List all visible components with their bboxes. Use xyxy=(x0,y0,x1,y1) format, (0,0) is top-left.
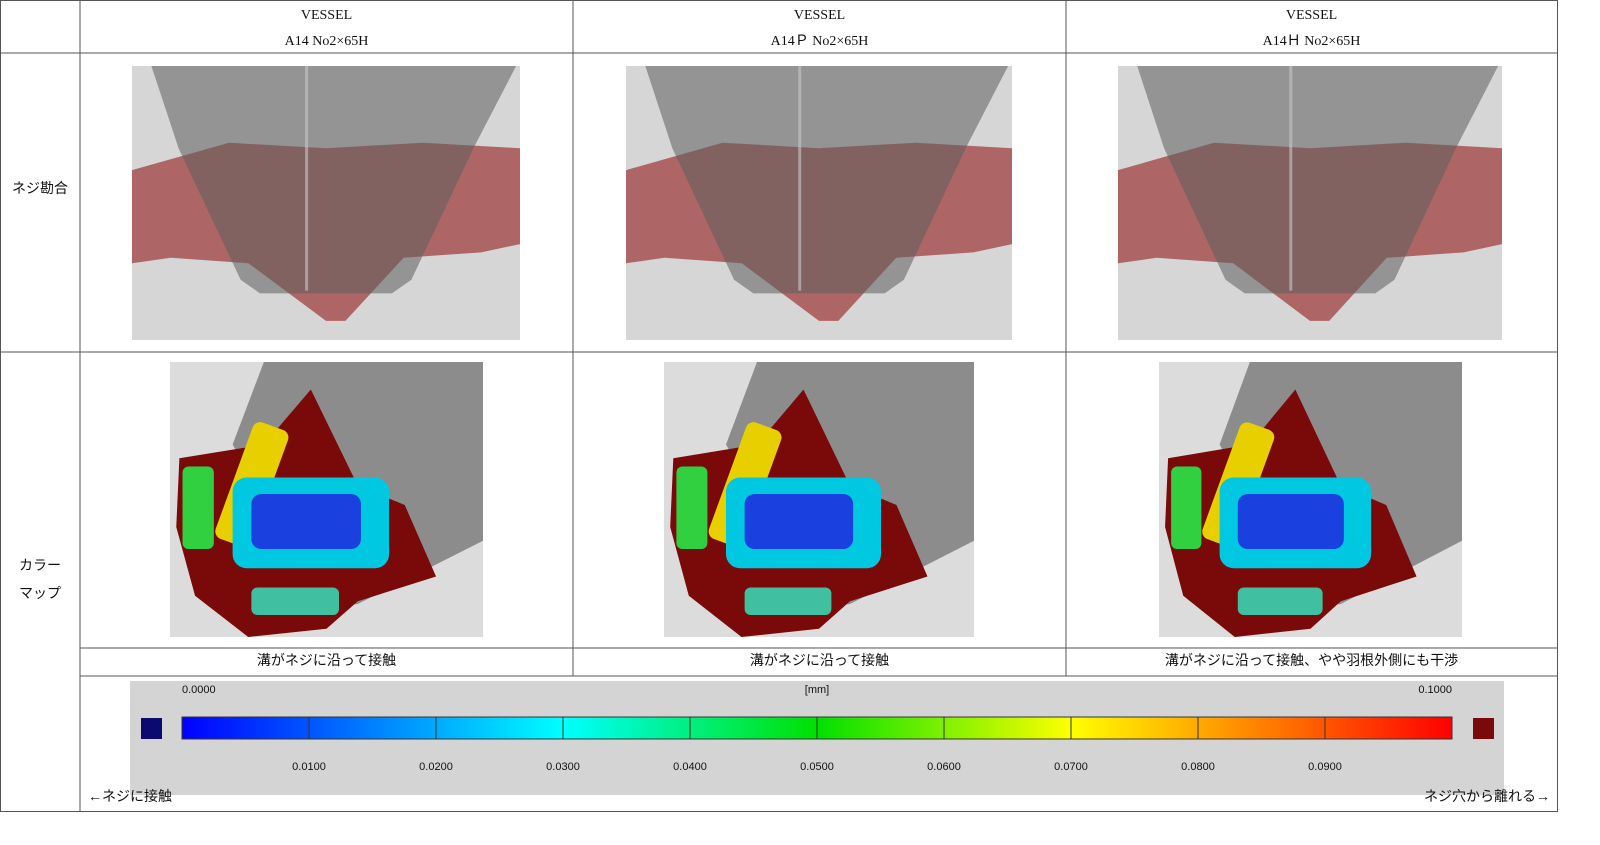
legend-left-note: ←ネジに接触 xyxy=(88,788,172,805)
legend-tick: 0.0100 xyxy=(292,761,326,773)
legend-tick: 0.0700 xyxy=(1054,761,1088,773)
row-label: ネジ勘合 xyxy=(12,181,68,197)
column-subtitle: A14Ｐ No2×65H xyxy=(771,34,869,49)
colormap-image-part xyxy=(744,587,832,615)
legend-tick: 0.0600 xyxy=(927,761,961,773)
legend-tick: 0.0200 xyxy=(419,761,453,773)
colormap-image-part xyxy=(251,494,361,549)
row-label: カラー xyxy=(19,559,61,574)
fit-image-part xyxy=(645,66,1009,294)
caption: 溝がネジに沿って接触 xyxy=(750,652,889,669)
fit-image-part xyxy=(151,66,517,294)
colormap-image-part xyxy=(1237,494,1344,549)
colormap-image-part xyxy=(744,494,854,549)
column-subtitle: A14 No2×65H xyxy=(285,34,369,49)
table-border xyxy=(0,0,1558,812)
caption: 溝がネジに沿って接触 xyxy=(257,652,396,669)
fit-image-part xyxy=(1137,66,1499,294)
colormap-image-part xyxy=(251,587,340,615)
legend-tick: 0.0800 xyxy=(1181,761,1215,773)
row-label: マップ xyxy=(19,586,61,602)
colormap-image-part xyxy=(1171,466,1202,549)
legend-max: 0.1000 xyxy=(1418,684,1452,696)
legend-under-swatch xyxy=(141,718,162,739)
column-title: VESSEL xyxy=(301,8,352,23)
column-title: VESSEL xyxy=(794,8,845,23)
legend-tick: 0.0300 xyxy=(546,761,580,773)
legend-right-note: ネジ穴から離れる→ xyxy=(1424,788,1550,805)
column-subtitle: A14Ｈ No2×65H xyxy=(1263,34,1361,49)
legend-tick: 0.0900 xyxy=(1308,761,1342,773)
colormap-image-part xyxy=(676,466,708,549)
legend-tick: 0.0500 xyxy=(800,761,834,773)
legend-over-swatch xyxy=(1473,718,1494,739)
colormap-image-part xyxy=(182,466,214,549)
legend-tick: 0.0400 xyxy=(673,761,707,773)
colormap-image-part xyxy=(1237,587,1323,615)
column-title: VESSEL xyxy=(1286,8,1337,23)
legend-min: 0.0000 xyxy=(182,684,216,696)
legend-unit: [mm] xyxy=(805,684,829,696)
caption: 溝がネジに沿って接触、やや羽根外側にも干渉 xyxy=(1165,652,1458,669)
